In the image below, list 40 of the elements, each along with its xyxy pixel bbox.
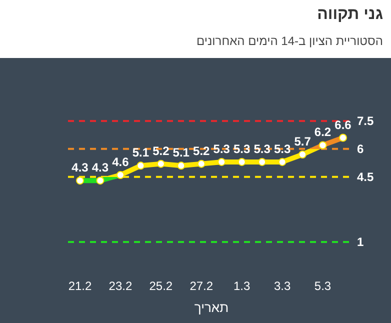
x-tick-label: 27.2 <box>190 279 214 293</box>
point <box>136 162 145 170</box>
chart-title: גני תקווה <box>316 6 383 24</box>
data-label: 4.3 <box>72 160 89 175</box>
data-label: 5.1 <box>172 146 190 160</box>
data-label: 5.2 <box>152 144 170 158</box>
x-tick-label: 3.3 <box>274 279 291 293</box>
x-tick-label: 5.3 <box>314 279 332 293</box>
point <box>298 150 307 159</box>
data-label: 5.2 <box>193 144 210 158</box>
ref-line-label: 1 <box>357 235 364 249</box>
data-label: 6.2 <box>314 125 332 140</box>
chart-subtitle: הסטוריית הציון ב-14 הימים האחרונים <box>196 34 383 48</box>
data-label: 5.1 <box>132 146 150 160</box>
ref-line-label: 7.5 <box>357 114 374 128</box>
point <box>116 170 124 179</box>
x-tick-label: 23.2 <box>108 279 132 293</box>
point <box>197 160 206 168</box>
point <box>76 176 84 185</box>
point <box>218 158 226 166</box>
point <box>177 162 186 170</box>
ref-line-label: 4.5 <box>357 170 374 184</box>
x-tick-label: 21.2 <box>68 279 92 293</box>
point <box>96 176 104 185</box>
point <box>156 160 165 168</box>
point <box>339 134 347 142</box>
data-label: 6.6 <box>334 118 352 132</box>
point <box>318 141 327 150</box>
data-label: 5.7 <box>294 134 312 149</box>
x-axis-title: תאריך <box>194 300 229 315</box>
data-label: 4.3 <box>92 160 109 175</box>
point <box>238 158 246 166</box>
x-tick-label: 25.2 <box>149 279 173 293</box>
point <box>258 158 266 166</box>
data-label: 5.3 <box>213 142 230 156</box>
data-label: 5.3 <box>274 142 291 156</box>
point <box>278 158 286 166</box>
data-label: 4.6 <box>112 154 130 169</box>
x-tick-label: 1.3 <box>234 279 251 293</box>
ref-line-label: 6 <box>357 142 364 156</box>
